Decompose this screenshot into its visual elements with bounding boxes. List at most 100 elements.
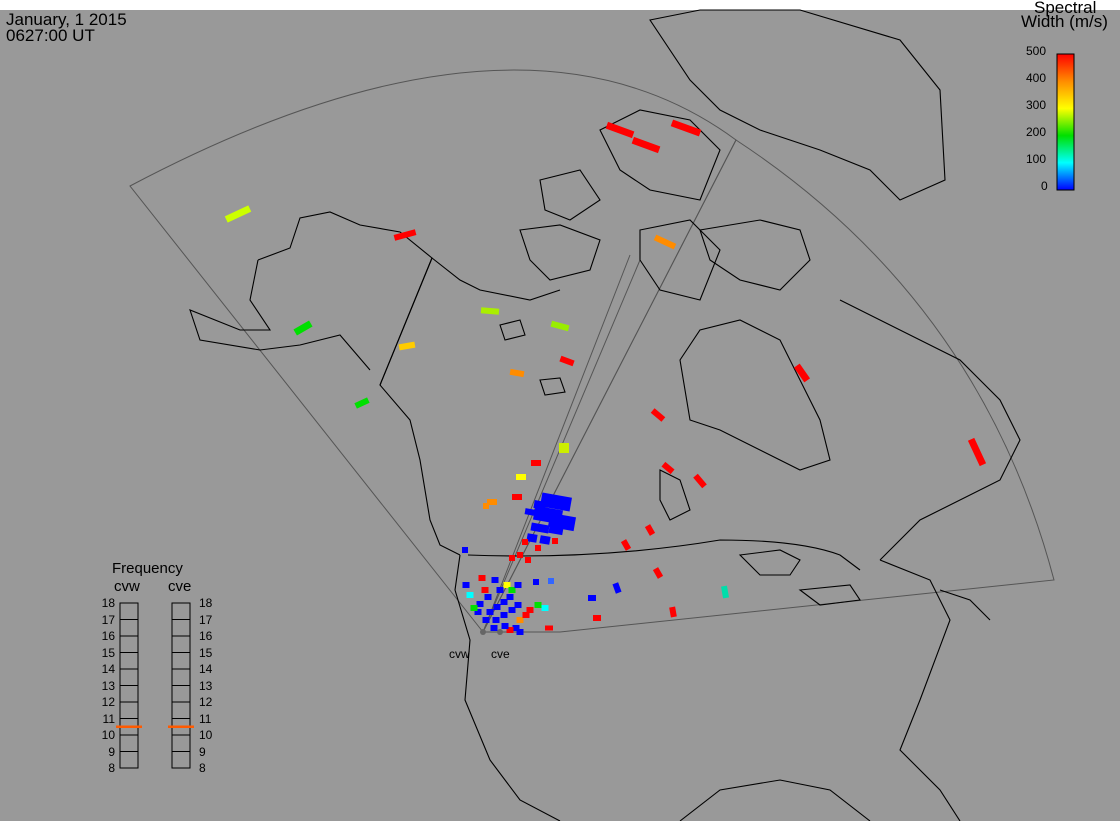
hudson-bay — [679, 319, 831, 471]
echo-cell — [496, 587, 504, 593]
echo-cell — [481, 587, 489, 593]
fov-outline — [129, 69, 1055, 633]
lake — [659, 469, 691, 521]
echo-cell — [486, 609, 494, 615]
echo-cell — [508, 587, 516, 593]
echo-cell — [559, 443, 569, 453]
legend-tick: 0 — [1041, 179, 1048, 193]
echo-cell — [533, 579, 539, 585]
freq-scale-label: 16 — [101, 629, 115, 643]
fov-cvw — [129, 69, 737, 633]
echo-cell — [535, 545, 541, 551]
color-scale-bar — [1056, 53, 1075, 191]
arctic-island — [639, 219, 721, 301]
echo-cell — [550, 320, 570, 332]
echo-cell — [509, 555, 515, 561]
echo-cell — [466, 592, 474, 598]
freq-scale-label: 14 — [199, 662, 213, 676]
echo-cluster-cell — [530, 522, 550, 534]
radar-site-marker — [497, 629, 503, 635]
echo-cell — [552, 538, 558, 544]
echo-cell — [354, 397, 370, 409]
lake — [539, 377, 566, 396]
frequency-title: Frequency — [112, 560, 183, 577]
echo-cell — [653, 234, 677, 250]
echo-cell — [503, 582, 511, 588]
echo-cluster-cell — [526, 533, 538, 543]
greenland — [649, 9, 946, 201]
alaska-south-coast — [189, 259, 371, 371]
legend-title-line1: Spectral — [1034, 0, 1097, 17]
echo-cell — [650, 408, 666, 422]
freq-scale-label: 12 — [101, 695, 115, 709]
map-background — [0, 10, 1120, 821]
freq-scale-label: 9 — [108, 744, 115, 759]
frequency-gauges — [119, 602, 191, 769]
echo-cell — [514, 602, 522, 608]
freq-scale-label: 15 — [101, 645, 115, 660]
echo-cell — [500, 599, 508, 605]
echo-cell — [516, 617, 524, 623]
echo-cell — [482, 617, 490, 623]
echo-cell — [669, 606, 677, 618]
echo-cell — [476, 601, 484, 607]
arctic-island — [539, 169, 601, 221]
atlantic-coast-detail — [939, 589, 991, 621]
echo-cell — [293, 320, 313, 336]
echo-cell — [721, 585, 729, 599]
echo-cell — [470, 605, 478, 611]
freq-scale-label: 11 — [102, 711, 115, 726]
echo-cell — [493, 604, 501, 610]
echo-cell — [652, 567, 664, 579]
echo-cell — [548, 578, 554, 584]
arctic-island — [599, 109, 721, 201]
great-lake — [798, 584, 861, 606]
echo-cell — [593, 615, 601, 621]
echo-cell — [506, 594, 514, 600]
echo-cell — [501, 623, 509, 629]
echo-cell — [661, 461, 675, 475]
echo-cell — [500, 612, 508, 618]
echo-cell — [509, 368, 525, 378]
echo-cell — [693, 473, 707, 489]
echo-cell — [525, 557, 531, 563]
echo-cell — [483, 503, 489, 509]
gulf-coast — [679, 779, 871, 821]
echo-cell — [508, 607, 516, 613]
freq-scale-label: 9 — [199, 744, 206, 759]
freq-scale-label: 18 — [101, 596, 115, 610]
freq-radar-cve: cve — [168, 578, 192, 595]
echo-cell — [631, 136, 661, 154]
border — [467, 539, 861, 571]
freq-scale-label: 8 — [199, 761, 206, 775]
echo-cell — [512, 625, 520, 631]
beam-line — [482, 254, 631, 633]
echo-cell — [492, 617, 500, 623]
freq-scale-label: 17 — [101, 612, 115, 627]
freq-ticks — [120, 619, 190, 752]
legend-title-line2: Width (m/s) — [1021, 12, 1108, 31]
echo-cluster-cell — [533, 500, 547, 510]
radar-echoes — [224, 119, 987, 635]
echo-cell — [670, 119, 702, 137]
echo-cell — [559, 355, 575, 367]
echo-cell — [478, 575, 486, 581]
echo-cell — [398, 341, 416, 351]
freq-scale-label: 10 — [101, 728, 115, 742]
echo-cell — [531, 460, 541, 466]
freq-scale-label: 16 — [199, 629, 213, 643]
freq-radar-cvw: cvw — [114, 578, 140, 595]
echo-cell — [393, 229, 417, 241]
arctic-island — [519, 224, 601, 281]
radar-site-marker — [480, 629, 486, 635]
echo-cell — [967, 437, 987, 467]
echo-cell — [506, 627, 514, 633]
freq-scale-label: 17 — [199, 612, 213, 627]
echo-cell — [487, 499, 497, 505]
legend-tick: 300 — [1026, 98, 1047, 112]
echo-cell — [490, 625, 498, 631]
freq-scale-label: 14 — [101, 662, 115, 676]
echo-cell — [644, 524, 656, 536]
